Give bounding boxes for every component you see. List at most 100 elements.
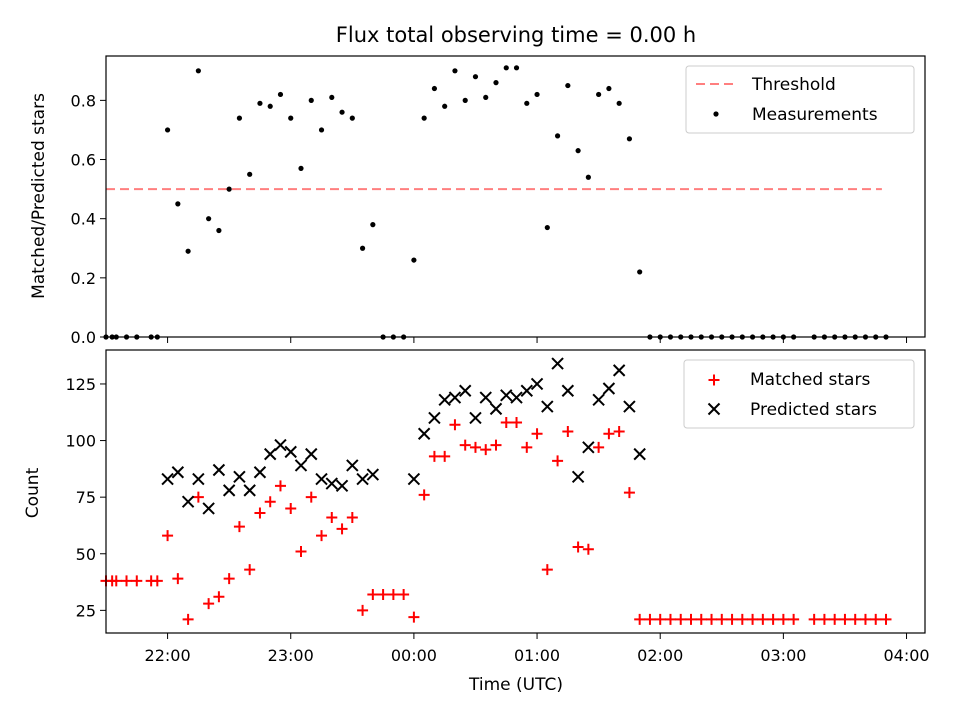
bottom-xlabel: Time (UTC) (468, 675, 563, 695)
matched-star-point (162, 530, 174, 542)
matched-star-point (387, 589, 399, 601)
matched-star-point (295, 545, 307, 557)
measurement-point (195, 68, 201, 74)
matched-star-point (244, 564, 256, 576)
matched-star-point (788, 613, 800, 625)
measurement-point (585, 174, 591, 180)
measurement-point (175, 201, 181, 207)
top-legend-box (685, 65, 915, 134)
top-ytick-label: 0.0 (71, 328, 96, 347)
predicted-star-point (253, 466, 267, 479)
legend-measurements-label: Measurements (752, 105, 878, 125)
predicted-star-point (459, 384, 472, 397)
matched-star-point (182, 613, 194, 625)
matched-star-point (870, 613, 882, 625)
measurement-point (472, 74, 479, 80)
measurement-point (339, 109, 345, 115)
matched-star-point (777, 613, 789, 625)
measurement-point (596, 91, 602, 98)
matched-star-point (398, 589, 410, 601)
predicted-star-point (305, 447, 318, 461)
matched-star-point (121, 575, 133, 587)
matched-star-point (192, 491, 204, 503)
bottom-xtick-label: 23:00 (268, 646, 314, 665)
predicted-star-point (407, 472, 421, 486)
bottom-xtick-label: 02:00 (637, 646, 683, 665)
matched-star-point (367, 589, 379, 601)
measurement-point (206, 216, 212, 222)
predicted-star-point (171, 466, 185, 479)
predicted-star-point (346, 459, 359, 472)
matched-star-point (469, 441, 481, 453)
predicted-star-point (428, 411, 441, 425)
measurement-point (185, 248, 191, 254)
measurement-point (288, 115, 294, 121)
measurement-point (257, 100, 263, 106)
bottom-ytick-label: 100 (65, 432, 96, 451)
top-ylabel: Matched/Predicted stars (29, 93, 49, 299)
matched-star-point (439, 450, 451, 462)
matched-star-point (747, 613, 759, 625)
matched-star-point (839, 613, 851, 625)
legend-plus-marker (708, 374, 720, 386)
predicted-star-point (602, 382, 616, 395)
matched-star-point (377, 589, 389, 601)
measurement-point (565, 82, 571, 89)
predicted-star-point (315, 472, 328, 486)
matched-star-point (613, 426, 625, 438)
measurement-point (349, 115, 355, 121)
top-axes-frame (105, 55, 926, 338)
predicted-star-point (510, 391, 523, 404)
matched-star-point (572, 541, 584, 553)
bottom-xtick-label: 03:00 (760, 646, 806, 665)
bottom-ytick-label: 50 (76, 545, 96, 564)
matched-star-point (818, 613, 830, 625)
measurement-point (308, 97, 314, 103)
legend-matched-label: Matched stars (750, 370, 870, 390)
bottom-xtick-label: 04:00 (883, 646, 929, 665)
measurement-point (247, 171, 253, 177)
measurement-point (298, 165, 304, 171)
measurement-point (359, 245, 366, 251)
measurement-point (637, 269, 643, 275)
legend-matched-swatch (708, 374, 720, 386)
predicted-star-point (274, 438, 287, 452)
matched-star-point (500, 416, 512, 428)
predicted-star-point (356, 472, 369, 486)
matched-star-point (654, 613, 666, 625)
predicted-star-point (541, 400, 554, 413)
matched-star-point (316, 530, 328, 542)
matched-star-point (336, 523, 348, 535)
bottom-ytick-label: 125 (65, 375, 96, 394)
measurement-point (534, 91, 540, 98)
predicted-star-point (551, 357, 564, 370)
measurement-point (554, 133, 561, 139)
matched-star-point (418, 489, 430, 501)
matched-star-point (110, 575, 122, 587)
matched-star-point (357, 604, 369, 616)
matched-star-point (685, 613, 697, 625)
measurement-point (267, 103, 273, 109)
matched-star-point (880, 613, 892, 625)
matched-star-point (695, 613, 707, 625)
bottom-xtick-label: 00:00 (391, 646, 437, 665)
matched-star-point (531, 428, 543, 440)
predicted-star-point (212, 463, 226, 477)
matched-star-point (552, 455, 564, 467)
predicted-star-point (233, 470, 246, 483)
predicted-star-point (438, 393, 451, 407)
top-ytick-label: 0.2 (71, 269, 96, 288)
measurement-point (524, 100, 530, 106)
predicted-star-point (623, 400, 636, 413)
matched-star-point (664, 613, 676, 625)
top-ticks: 0.0 0.2 0.4 0.6 0.8 (71, 91, 908, 347)
measurement-point (164, 127, 171, 133)
matched-star-point (254, 507, 266, 519)
top-panel: 0.00.20.40.60.8 Matched/Predicted stars … (29, 55, 926, 347)
matched-star-point (233, 521, 245, 533)
predicted-star-point (592, 393, 605, 407)
matched-star-point (223, 573, 235, 585)
measurement-point (216, 227, 222, 234)
matched-star-point (829, 613, 841, 625)
predicted-star-point (202, 502, 215, 515)
